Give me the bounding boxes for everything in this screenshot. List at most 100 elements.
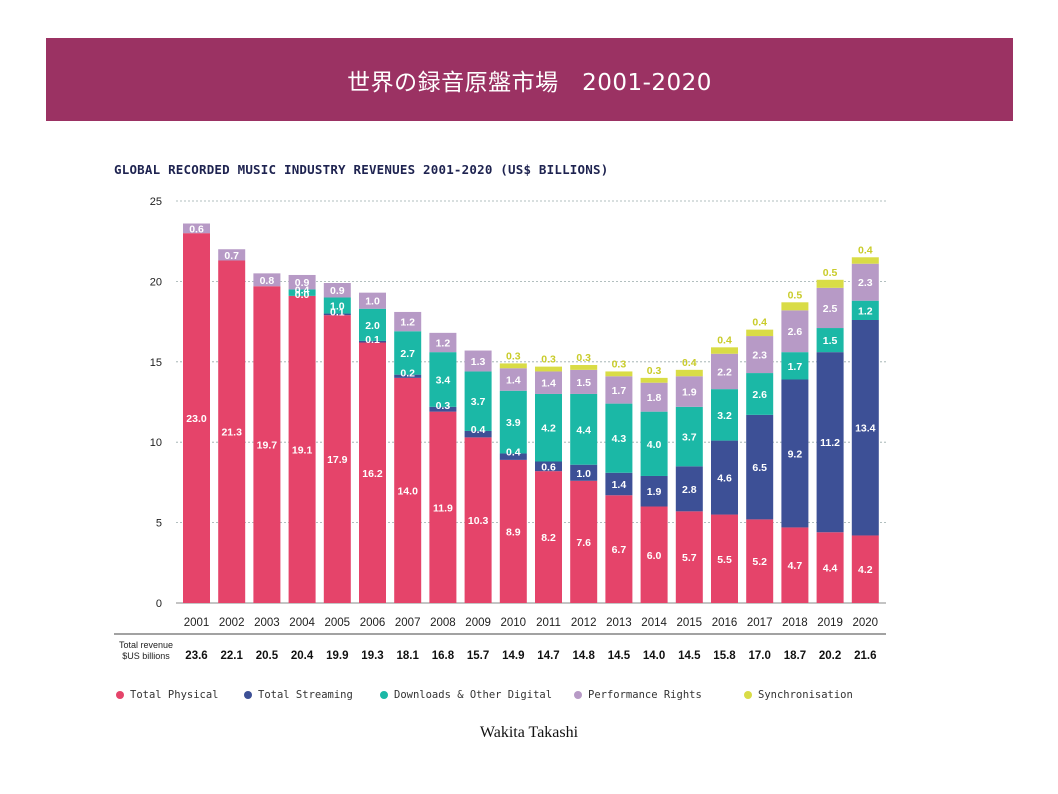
x-tick-label: 2006: [360, 617, 386, 629]
total-revenue-value: 23.6: [185, 650, 207, 662]
data-label: 10.3: [468, 515, 489, 527]
bar-segment-synchronisation: [711, 347, 738, 354]
totals-row-label-line: $US billions: [122, 651, 170, 661]
bar-segment-total-physical: [288, 295, 316, 603]
bar-segment-downloads-other-digital: [535, 393, 562, 462]
data-label: 2.7: [400, 348, 415, 360]
bar-segment-performance-rights: [816, 287, 844, 329]
x-tick-label: 2020: [853, 617, 879, 629]
total-revenue-value: 14.9: [502, 650, 524, 662]
data-label: 1.5: [823, 335, 838, 347]
data-label: 1.7: [788, 361, 803, 373]
bar-segment-total-streaming: [535, 461, 562, 472]
bar-segment-performance-rights: [675, 376, 703, 407]
data-label: 1.5: [576, 377, 591, 389]
data-label: 11.2: [820, 437, 840, 449]
data-label: 0.3: [541, 354, 556, 366]
bar-segment-synchronisation: [851, 257, 879, 264]
bar-segment-total-streaming: [675, 466, 703, 512]
legend-swatch: [744, 691, 752, 699]
bar-segment-downloads-other-digital: [781, 352, 809, 380]
chart-legend: Total Physical Total Streaming Downloads &…: [116, 689, 864, 701]
bar-segment-downloads-other-digital: [429, 352, 457, 407]
bar-segment-performance-rights: [605, 376, 633, 404]
data-label: 0.4: [471, 424, 486, 436]
bar-segment-performance-rights: [464, 350, 492, 372]
x-tick-label: 2015: [677, 617, 703, 629]
data-label: 4.2: [858, 564, 873, 576]
data-label: 6.5: [752, 462, 767, 474]
data-label: 9.2: [788, 448, 803, 460]
y-tick-label: 5: [156, 518, 162, 530]
total-revenue-value: 14.0: [643, 650, 665, 662]
data-label: 0.4: [858, 244, 873, 256]
bar-segment-performance-rights: [218, 249, 246, 261]
data-label: 6.7: [612, 544, 627, 556]
x-tick-label: 2013: [606, 617, 632, 629]
data-label: 4.0: [647, 439, 662, 451]
bar-segment-total-physical: [253, 286, 281, 603]
bar-segment-synchronisation: [781, 302, 809, 311]
x-tick-label: 2007: [395, 617, 421, 629]
bar-segment-total-streaming: [464, 430, 492, 438]
bar-segment-total-physical: [429, 411, 457, 603]
totals-row-label: Total revenue $US billions: [110, 640, 182, 662]
legend-item: Synchronisation: [744, 689, 864, 701]
bar-segment-downloads-other-digital: [464, 371, 492, 431]
bar-segment-total-physical: [675, 511, 703, 603]
total-revenue-value: 14.7: [537, 650, 559, 662]
y-tick-label: 10: [150, 437, 162, 449]
legend-item: Total Streaming: [244, 689, 380, 701]
x-tick-label: 2002: [219, 617, 245, 629]
x-tick-label: 2011: [536, 617, 561, 629]
total-revenue-value: 15.8: [713, 650, 736, 662]
x-tick-label: 2004: [289, 617, 315, 629]
total-revenue-value: 14.5: [608, 650, 631, 662]
data-label: 14.0: [397, 485, 418, 497]
bar-segment-downloads-other-digital: [640, 411, 668, 476]
data-label: 1.0: [576, 468, 591, 480]
y-tick-label: 15: [150, 357, 162, 369]
data-label: 19.7: [257, 440, 278, 452]
bar-segment-total-physical: [183, 233, 210, 603]
bar-segment-downloads-other-digital: [394, 331, 422, 375]
bar-segment-total-physical: [394, 377, 422, 603]
bar-segment-downloads-other-digital: [288, 289, 316, 296]
bar-segment-performance-rights: [570, 369, 598, 394]
bar-segment-downloads-other-digital: [323, 297, 351, 314]
bar-segment-total-physical: [499, 459, 527, 603]
data-label: 2.0: [365, 320, 380, 332]
bar-segment-performance-rights: [288, 274, 316, 290]
data-label: 4.4: [576, 424, 591, 436]
bar-segment-performance-rights: [711, 353, 738, 390]
data-label: 0.4: [682, 357, 697, 369]
data-label: 0.5: [823, 267, 838, 279]
legend-label: Total Streaming: [258, 689, 353, 701]
data-label: 2.5: [823, 303, 838, 315]
bar-segment-total-physical: [464, 437, 492, 603]
bar-segment-synchronisation: [640, 377, 668, 383]
total-revenue-value: 20.4: [291, 650, 314, 662]
y-tick-label: 0: [156, 598, 162, 610]
x-tick-label: 2016: [712, 617, 738, 629]
data-label: 1.2: [436, 338, 451, 350]
data-label: 0.1: [365, 334, 380, 346]
x-tick-label: 2003: [254, 617, 280, 629]
data-label: 3.9: [506, 417, 521, 429]
data-label: 2.8: [682, 484, 697, 496]
data-label: 7.6: [576, 537, 591, 549]
total-revenue-value: 18.1: [397, 650, 420, 662]
data-label: 2.6: [788, 326, 803, 338]
bar-segment-synchronisation: [816, 279, 844, 288]
total-revenue-value: 14.5: [678, 650, 701, 662]
data-label: 0.9: [330, 285, 345, 297]
bar-segment-total-physical: [781, 527, 809, 603]
bar-segment-performance-rights: [499, 368, 527, 391]
legend-swatch: [574, 691, 582, 699]
legend-swatch: [116, 691, 124, 699]
data-label: 6.0: [647, 550, 662, 562]
bar-segment-performance-rights: [183, 223, 210, 234]
data-label: 1.0: [330, 301, 345, 313]
x-tick-label: 2012: [571, 617, 597, 629]
data-label: 3.7: [682, 432, 697, 444]
